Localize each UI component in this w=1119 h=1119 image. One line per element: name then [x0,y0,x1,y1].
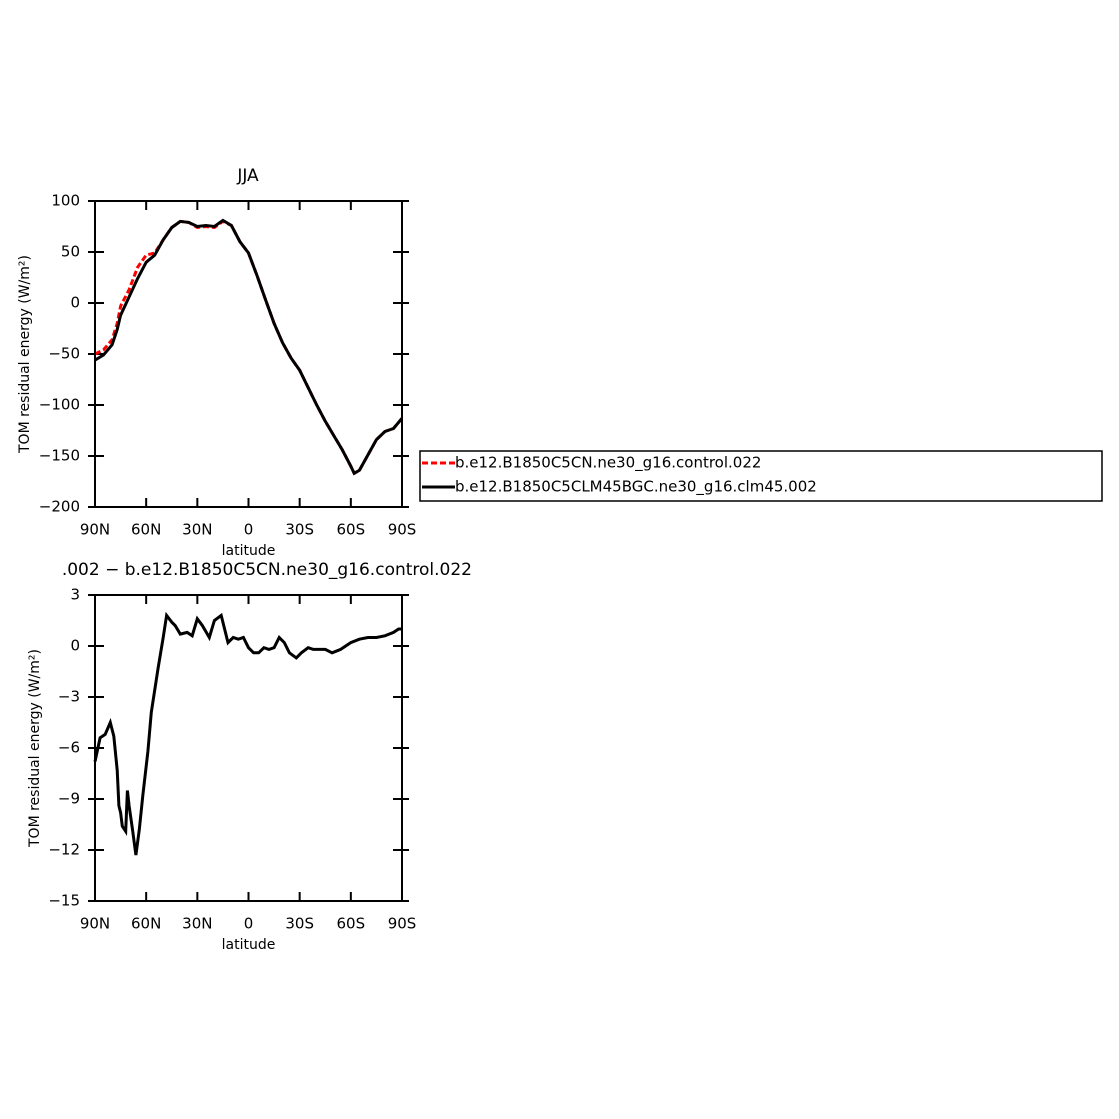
y-tick-label: −100 [39,396,80,414]
y-tick-label: 0 [70,294,80,312]
x-axis-label: latitude [222,543,276,559]
x-tick-label: 30S [285,915,314,933]
y-tick-label: 3 [70,586,80,604]
y-tick-label: 100 [51,192,80,210]
y-tick-label: 0 [70,637,80,655]
y-axis-label: TOM residual energy (W/m²) [27,649,43,848]
x-tick-label: 60S [337,521,366,539]
x-tick-label: 30S [285,521,314,539]
x-tick-label: 60N [131,521,161,539]
y-tick-label: −12 [48,841,80,859]
x-tick-label: 0 [244,915,254,933]
y-tick-label: −200 [39,498,80,516]
data-line [93,611,402,856]
y-tick-label: −150 [39,447,80,465]
x-axis-label: latitude [222,937,276,953]
x-tick-label: 90S [388,521,417,539]
x-tick-label: 90N [80,915,110,933]
y-tick-label: −50 [48,345,80,363]
chart-title: .002 − b.e12.B1850C5CN.ne30_g16.control.… [62,560,472,580]
x-tick-label: 60S [337,915,366,933]
y-tick-label: −6 [58,739,80,757]
y-axis-label: TOM residual energy (W/m²) [17,255,33,454]
chart-title: JJA [236,166,259,186]
x-tick-label: 90N [80,521,110,539]
data-line [94,218,404,476]
x-tick-label: 60N [131,915,161,933]
y-tick-label: −9 [58,790,80,808]
data-line [94,219,404,476]
x-tick-label: 30N [182,915,212,933]
y-tick-label: −3 [58,688,80,706]
y-tick-label: 50 [61,243,80,261]
x-tick-label: 0 [244,521,254,539]
plot-frame [94,594,403,902]
legend-box [419,450,1103,502]
plot-frame [94,200,403,508]
y-tick-label: −15 [48,892,80,910]
legend-label: b.e12.B1850C5CN.ne30_g16.control.022 [455,454,761,473]
x-tick-label: 30N [182,521,212,539]
x-tick-label: 90S [388,915,417,933]
legend-label: b.e12.B1850C5CLM45BGC.ne30_g16.clm45.002 [455,478,817,497]
